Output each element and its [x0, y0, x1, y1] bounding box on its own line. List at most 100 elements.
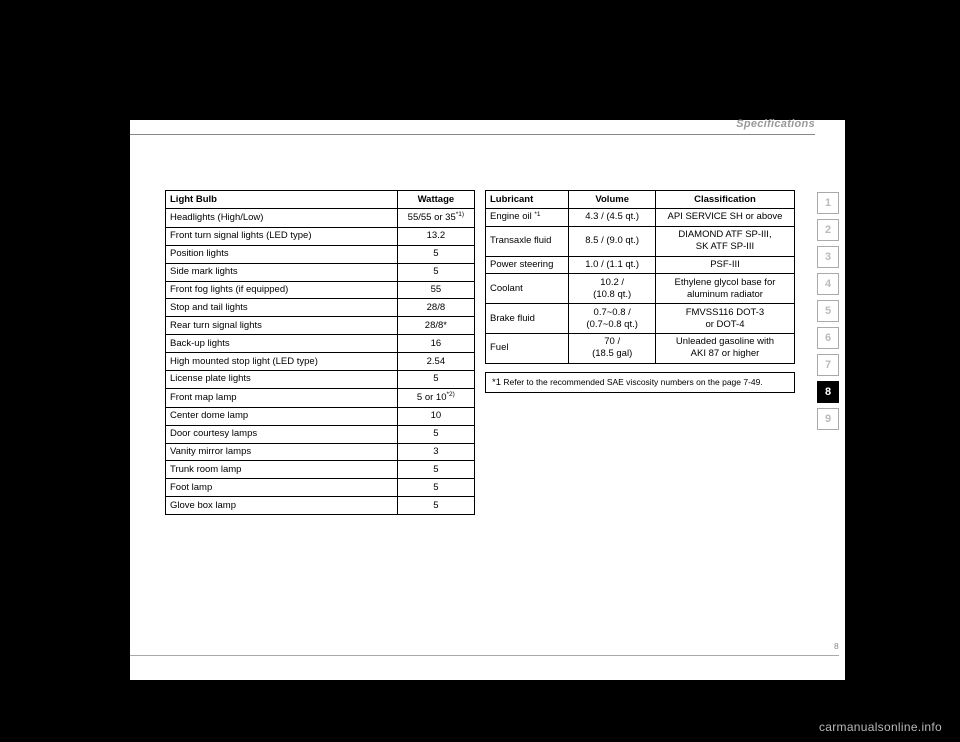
volume-line: 0.7~0.8 / [573, 307, 651, 319]
bulb-wattage: 5 [397, 497, 474, 515]
watermark-text: carmanualsonline.info [819, 720, 942, 734]
table-row: High mounted stop light (LED type)2.54 [166, 353, 475, 371]
table-row: Back-up lights16 [166, 335, 475, 353]
bulb-wattage: 28/8 [397, 299, 474, 317]
table-row: Engine oil *14.3 / (4.5 qt.)API SERVICE … [486, 208, 795, 226]
lubricant-classification: DIAMOND ATF SP-III,SK ATF SP-III [655, 226, 794, 256]
bulb-label: Door courtesy lamps [166, 425, 398, 443]
table-row: Trunk room lamp5 [166, 461, 475, 479]
table-row: Vanity mirror lamps3 [166, 443, 475, 461]
lubricant-name: Coolant [486, 274, 569, 304]
lubricant-name: Brake fluid [486, 304, 569, 334]
manual-page: Specifications Light Bulb Wattage Headli… [130, 120, 845, 680]
table-row: Power steering1.0 / (1.1 qt.)PSF-III [486, 256, 795, 274]
bulb-label: Headlights (High/Low) [166, 208, 398, 227]
bulb-wattage: 16 [397, 335, 474, 353]
table-row: Rear turn signal lights28/8* [166, 317, 475, 335]
table-row: Transaxle fluid8.5 / (9.0 qt.)DIAMOND AT… [486, 226, 795, 256]
chapter-tab-1[interactable]: 1 [817, 192, 839, 214]
lubricant-name: Transaxle fluid [486, 226, 569, 256]
table-row: License plate lights5 [166, 370, 475, 388]
lubricant-volume: 8.5 / (9.0 qt.) [569, 226, 656, 256]
bulb-wattage: 55/55 or 35*1) [397, 208, 474, 227]
lubricant-name-sup: *1 [534, 211, 540, 218]
table-row: Stop and tail lights28/8 [166, 299, 475, 317]
lubricant-classification: Ethylene glycol base foraluminum radiato… [655, 274, 794, 304]
class-line: or DOT-4 [660, 319, 790, 331]
class-line: aluminum radiator [660, 289, 790, 301]
lubricant-volume: 0.7~0.8 /(0.7~0.8 qt.) [569, 304, 656, 334]
bulb-label: Front fog lights (if equipped) [166, 281, 398, 299]
bulb-wattage: 55 [397, 281, 474, 299]
bulb-label: Position lights [166, 245, 398, 263]
bulb-label: Side mark lights [166, 263, 398, 281]
table-row: Front map lamp5 or 10*2) [166, 388, 475, 407]
light-bulb-table: Light Bulb Wattage Headlights (High/Low)… [165, 190, 475, 515]
bulb-wattage: 5 [397, 245, 474, 263]
bulb-label: High mounted stop light (LED type) [166, 353, 398, 371]
bulb-label: Foot lamp [166, 479, 398, 497]
lubricant-section: Lubricant Volume Classification Engine o… [485, 190, 795, 393]
lubricant-footnote: *1 Refer to the recommended SAE viscosit… [485, 372, 795, 393]
table-row: Side mark lights5 [166, 263, 475, 281]
bulb-label: Front turn signal lights (LED type) [166, 227, 398, 245]
lub-header-name: Lubricant [486, 191, 569, 209]
table-row: Front fog lights (if equipped)55 [166, 281, 475, 299]
lub-header-volume: Volume [569, 191, 656, 209]
lubricant-name: Engine oil *1 [486, 208, 569, 226]
bulb-header-wattage: Wattage [397, 191, 474, 209]
chapter-tab-8[interactable]: 8 [817, 381, 839, 403]
bulb-wattage: 5 [397, 425, 474, 443]
volume-line: (18.5 gal) [573, 348, 651, 360]
chapter-tab-2[interactable]: 2 [817, 219, 839, 241]
footnote-text: Refer to the recommended SAE viscosity n… [501, 377, 763, 387]
table-row: Glove box lamp5 [166, 497, 475, 515]
chapter-tab-6[interactable]: 6 [817, 327, 839, 349]
light-bulb-section: Light Bulb Wattage Headlights (High/Low)… [165, 190, 475, 515]
lubricant-volume: 70 /(18.5 gal) [569, 333, 656, 363]
chapter-tab-5[interactable]: 5 [817, 300, 839, 322]
bulb-label: Center dome lamp [166, 407, 398, 425]
bulb-wattage: 28/8* [397, 317, 474, 335]
lubricant-name: Power steering [486, 256, 569, 274]
lubricant-volume: 4.3 / (4.5 qt.) [569, 208, 656, 226]
wattage-value: 55/55 or 35 [408, 213, 456, 224]
lub-header-class: Classification [655, 191, 794, 209]
section-header: Specifications [130, 132, 815, 135]
bulb-label: Glove box lamp [166, 497, 398, 515]
table-row: Foot lamp5 [166, 479, 475, 497]
class-line: Unleaded gasoline with [660, 336, 790, 348]
bottom-rule [130, 655, 839, 656]
bulb-label: Vanity mirror lamps [166, 443, 398, 461]
table-row: Center dome lamp10 [166, 407, 475, 425]
chapter-tab-9[interactable]: 9 [817, 408, 839, 430]
lubricant-volume: 10.2 /(10.8 qt.) [569, 274, 656, 304]
bulb-label: Rear turn signal lights [166, 317, 398, 335]
class-line: DIAMOND ATF SP-III, [660, 229, 790, 241]
bulb-label: Trunk room lamp [166, 461, 398, 479]
page-number: 8 [834, 641, 839, 653]
class-line: AKI 87 or higher [660, 348, 790, 360]
bulb-wattage: 5 [397, 479, 474, 497]
bulb-label: Back-up lights [166, 335, 398, 353]
lubricant-volume: 1.0 / (1.1 qt.) [569, 256, 656, 274]
table-row: Coolant10.2 /(10.8 qt.)Ethylene glycol b… [486, 274, 795, 304]
lubricant-table: Lubricant Volume Classification Engine o… [485, 190, 795, 364]
bulb-label: Stop and tail lights [166, 299, 398, 317]
chapter-tab-3[interactable]: 3 [817, 246, 839, 268]
volume-line: 10.2 / [573, 277, 651, 289]
bulb-label: License plate lights [166, 370, 398, 388]
table-row: Fuel70 /(18.5 gal)Unleaded gasoline with… [486, 333, 795, 363]
bulb-wattage: 10 [397, 407, 474, 425]
bulb-wattage: 13.2 [397, 227, 474, 245]
chapter-tab-4[interactable]: 4 [817, 273, 839, 295]
table-row: Brake fluid0.7~0.8 /(0.7~0.8 qt.) FMVSS11… [486, 304, 795, 334]
chapter-tab-7[interactable]: 7 [817, 354, 839, 376]
bulb-header-label: Light Bulb [166, 191, 398, 209]
wattage-value: 5 or 10 [417, 392, 447, 403]
bulb-wattage: 5 [397, 461, 474, 479]
lubricant-name-text: Engine oil [490, 211, 534, 222]
class-line: FMVSS116 DOT-3 [660, 307, 790, 319]
bulb-wattage: 2.54 [397, 353, 474, 371]
bulb-wattage: 5 [397, 370, 474, 388]
